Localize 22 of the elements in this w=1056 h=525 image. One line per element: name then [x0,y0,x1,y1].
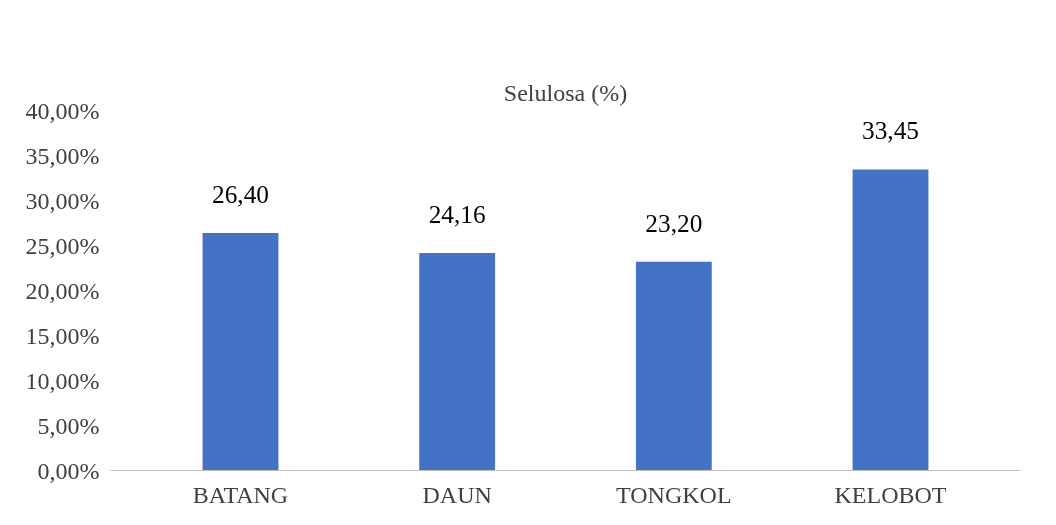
y-tick-label: 30,00% [25,187,100,214]
data-label: 24,16 [428,200,486,229]
x-tick-label: TONGKOL [616,481,732,508]
y-tick-label: 5,00% [37,412,100,439]
y-tick-label: 40,00% [25,97,100,124]
data-label: 23,20 [645,208,703,237]
x-tick-label: KELOBOT [834,481,947,508]
bar [635,261,712,471]
bar [419,253,496,471]
x-tick-label: DAUN [422,481,492,508]
chart-title: Selulosa (%) [503,79,628,106]
data-label: 26,40 [212,179,270,208]
bar [852,169,929,471]
y-tick-label: 25,00% [25,232,100,259]
y-tick-label: 0,00% [37,457,100,484]
y-tick-label: 10,00% [25,367,100,394]
y-tick-label: 20,00% [25,277,100,304]
y-tick-label: 15,00% [25,322,100,349]
data-label: 33,45 [862,116,920,145]
bar [202,232,279,471]
x-tick-label: BATANG [192,481,289,508]
y-tick-label: 35,00% [25,142,100,169]
